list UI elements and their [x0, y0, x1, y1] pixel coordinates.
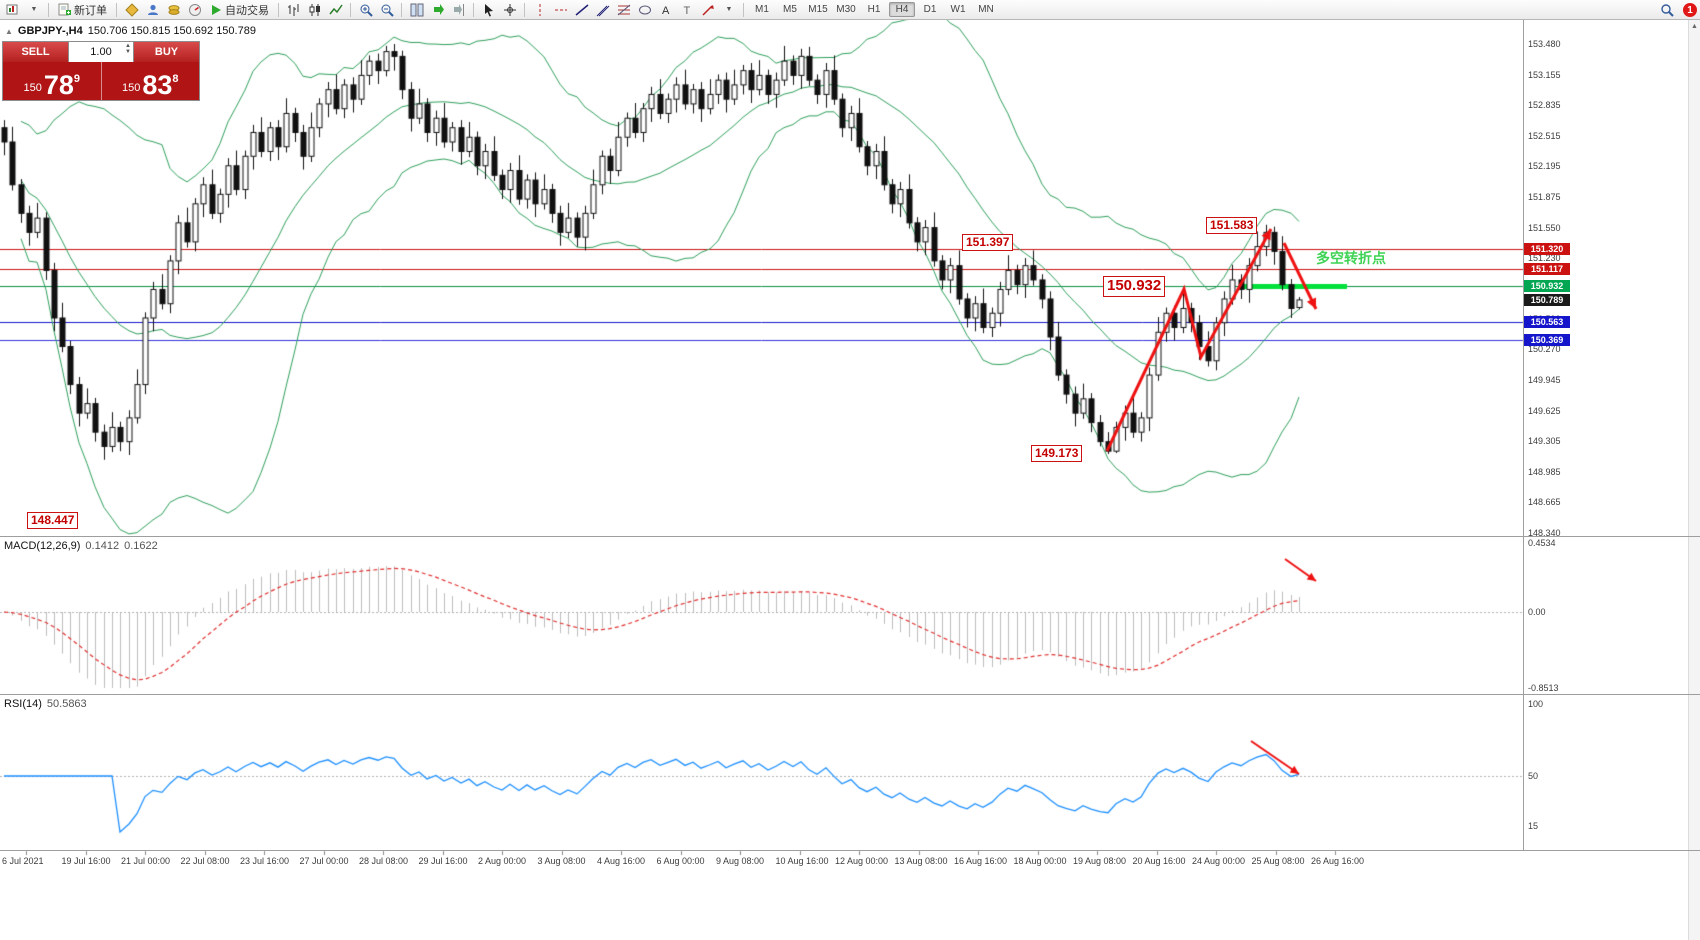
- price-flag-annotation[interactable]: 149.173: [1031, 445, 1083, 462]
- timeframe-button-D1[interactable]: D1: [923, 4, 937, 15]
- toolbar-right-group: 1: [1656, 0, 1697, 20]
- timeframe-button-MN[interactable]: MN: [978, 4, 994, 15]
- timeframe-button-M5[interactable]: M5: [783, 4, 797, 15]
- marketwatch-icon[interactable]: [122, 1, 141, 18]
- price-flag-annotation[interactable]: 148.447: [27, 512, 79, 529]
- timeframe-button-W1[interactable]: W1: [950, 4, 966, 15]
- buy-price-big: 83: [142, 69, 173, 100]
- tile-windows-icon[interactable]: [407, 1, 426, 18]
- price-flag-annotation[interactable]: 151.397: [962, 234, 1014, 251]
- new-order-button[interactable]: 新订单: [54, 1, 111, 18]
- price-flag-annotation[interactable]: 150.932: [1103, 276, 1166, 297]
- candlestick-chart-icon[interactable]: [305, 1, 324, 18]
- toolbar-separator: [524, 2, 525, 17]
- toolbar-separator: [401, 2, 402, 17]
- sell-price-prefix: 150: [23, 82, 42, 94]
- buy-price-sup: 8: [172, 73, 179, 85]
- search-icon[interactable]: [1657, 2, 1676, 19]
- one-click-trade-widget: SELL 1.00 ▲ ▼ BUY 150 78 9 150 83 8: [2, 41, 200, 101]
- zoom-out-icon[interactable]: [377, 1, 396, 18]
- buy-button[interactable]: BUY: [134, 42, 199, 62]
- sell-price-sup: 9: [73, 73, 81, 85]
- arrows-dropdown-caret-icon[interactable]: ▼: [725, 6, 733, 13]
- volume-value: 1.00: [90, 46, 112, 58]
- timeframe-button-H4[interactable]: H4: [889, 2, 915, 17]
- fibonacci-icon[interactable]: [614, 1, 633, 18]
- toolbar-separator: [48, 2, 49, 17]
- notification-badge[interactable]: 1: [1683, 3, 1697, 17]
- trendline-icon[interactable]: [572, 1, 591, 18]
- bar-chart-icon[interactable]: [284, 1, 303, 18]
- terminal-icon[interactable]: [164, 1, 183, 18]
- autotrading-label: 自动交易: [225, 4, 269, 17]
- svg-text:A: A: [662, 5, 670, 17]
- vertical-line-icon[interactable]: [530, 1, 549, 18]
- timeframe-group: M1 M5 M15 M30 H1 H4 D1 W1 MN: [748, 2, 1000, 17]
- horizontal-line-icon[interactable]: [551, 1, 570, 18]
- cursor-icon[interactable]: [479, 1, 498, 18]
- turning-point-note[interactable]: 多空转折点: [1316, 250, 1386, 266]
- vertical-scrollbar[interactable]: ▲: [1688, 20, 1700, 940]
- buy-price-prefix: 150: [121, 82, 141, 94]
- scroll-up-icon[interactable]: ▲: [1691, 22, 1698, 30]
- timeframe-button-M15[interactable]: M15: [808, 4, 828, 15]
- toolbar-separator: [473, 2, 474, 17]
- price-flag-annotation[interactable]: 151.583: [1206, 217, 1258, 234]
- buy-price-button[interactable]: 150 83 8: [102, 62, 200, 100]
- text-icon[interactable]: A: [656, 1, 675, 18]
- volume-spinner[interactable]: ▲ ▼: [125, 43, 131, 55]
- timeframe-button-M30[interactable]: M30: [836, 4, 856, 15]
- label-icon[interactable]: T: [677, 1, 696, 18]
- timeframe-button-H1[interactable]: H1: [867, 4, 881, 15]
- toolbar: ▼ 新订单 自动交易: [0, 0, 1700, 20]
- sell-button[interactable]: SELL: [3, 42, 68, 62]
- autotrading-play-icon: [212, 4, 221, 15]
- svg-text:T: T: [683, 5, 690, 17]
- toolbar-separator: [350, 2, 351, 17]
- strategy-tester-icon[interactable]: [185, 1, 204, 18]
- line-chart-icon[interactable]: [326, 1, 345, 18]
- zoom-in-icon[interactable]: [356, 1, 375, 18]
- crosshair-icon[interactable]: [500, 1, 519, 18]
- volume-input[interactable]: 1.00 ▲ ▼: [68, 42, 134, 62]
- timeframe-button-M1[interactable]: M1: [755, 4, 769, 15]
- autotrading-button[interactable]: 自动交易: [206, 1, 273, 18]
- chart-dropdown-caret-icon[interactable]: ▼: [30, 6, 38, 13]
- toolbar-separator: [116, 2, 117, 17]
- new-order-label: 新订单: [74, 4, 107, 17]
- chart-shift-icon[interactable]: [449, 1, 468, 18]
- arrows-icon[interactable]: [698, 1, 717, 18]
- navigator-icon[interactable]: [143, 1, 162, 18]
- auto-scroll-icon[interactable]: [428, 1, 447, 18]
- toolbar-separator: [743, 2, 744, 17]
- new-order-icon: [58, 3, 71, 16]
- channel-icon[interactable]: [593, 1, 612, 18]
- shapes-icon[interactable]: [635, 1, 654, 18]
- toolbar-separator: [278, 2, 279, 17]
- sell-price-big: 78: [43, 69, 74, 100]
- sell-price-button[interactable]: 150 78 9: [3, 62, 102, 100]
- new-chart-icon[interactable]: [3, 1, 22, 18]
